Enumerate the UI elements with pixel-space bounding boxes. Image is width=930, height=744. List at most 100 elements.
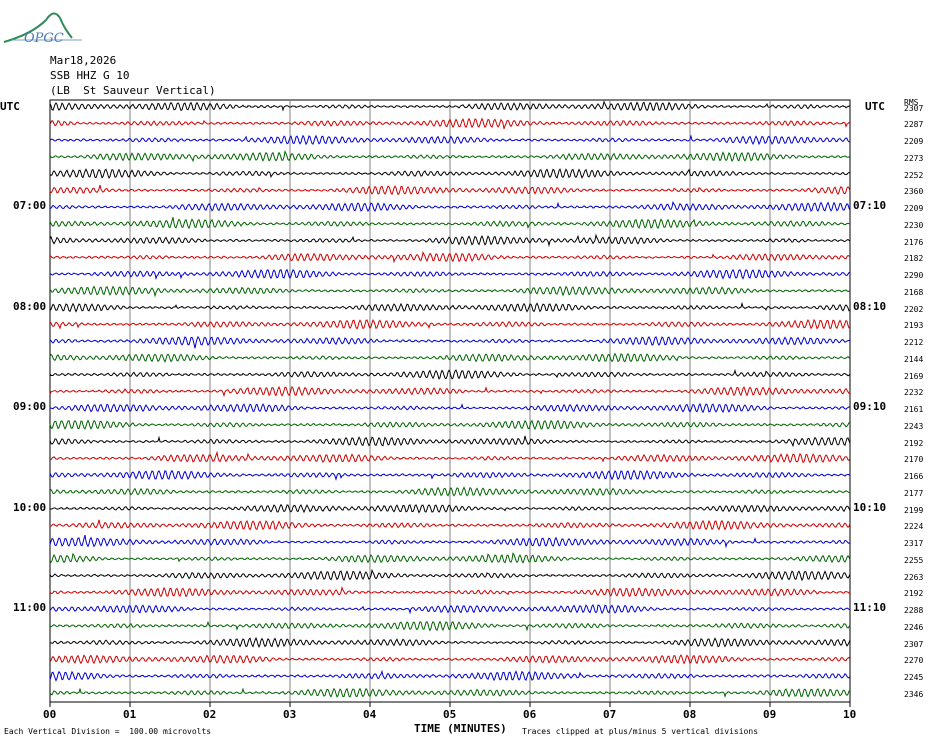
rms-value: 2317 <box>904 539 924 548</box>
seismic-trace <box>49 654 851 665</box>
hour-label-right: 11:10 <box>853 601 887 614</box>
rms-value: 2246 <box>904 622 924 632</box>
seismic-trace <box>49 604 851 615</box>
seismic-trace <box>49 385 851 398</box>
rms-value: 2176 <box>904 237 924 247</box>
seismic-trace <box>49 268 851 281</box>
footer-clip: Traces clipped at plus/minus 5 vertical … <box>522 727 759 736</box>
seismic-trace <box>49 184 851 196</box>
hour-label-right: 08:10 <box>853 299 887 313</box>
seismic-trace <box>49 568 851 582</box>
x-tick-label: 05 <box>443 708 457 721</box>
left-axis-label: UTC <box>0 100 20 113</box>
seismic-trace <box>49 402 851 414</box>
seismic-trace <box>49 200 851 213</box>
rms-value: 2307 <box>904 103 924 113</box>
rms-value: 2161 <box>904 405 924 414</box>
seismic-trace <box>49 285 851 298</box>
seismic-trace <box>49 318 851 330</box>
rms-value: 2273 <box>904 153 924 163</box>
x-tick-label: 07 <box>603 708 617 721</box>
x-tick-label: 08 <box>683 708 697 721</box>
seismic-trace <box>49 486 851 497</box>
header-station: SSB HHZ G 10 <box>50 69 130 82</box>
right-axis-label: UTC <box>865 100 885 113</box>
x-tick-label: 06 <box>523 708 537 721</box>
footer-scale: Each Vertical Division = 100.00 microvol… <box>4 727 212 736</box>
hour-label-left: 11:00 <box>13 601 47 614</box>
rms-value: 2144 <box>904 354 924 364</box>
seismic-trace <box>49 636 851 649</box>
seismic-trace <box>49 620 851 632</box>
rms-value: 2230 <box>904 220 924 230</box>
seismic-trace <box>49 335 851 349</box>
rms-value: 2224 <box>904 522 924 532</box>
rms-value: 2193 <box>904 321 924 331</box>
seismic-trace <box>49 519 851 531</box>
seismic-trace <box>49 534 851 549</box>
rms-value: 2202 <box>904 304 924 314</box>
seismic-trace <box>49 134 851 146</box>
rms-value: 2232 <box>904 388 924 398</box>
seismic-trace <box>49 168 851 179</box>
hour-label-left: 07:00 <box>13 199 47 212</box>
rms-value: 2192 <box>904 438 924 448</box>
rms-value: 2199 <box>904 505 924 515</box>
seismic-trace <box>49 450 851 464</box>
rms-header: RMS <box>904 98 919 107</box>
seismic-trace <box>49 251 851 264</box>
rms-value: 2177 <box>904 488 924 498</box>
seismic-trace <box>49 352 851 363</box>
rms-value: 2307 <box>904 639 924 649</box>
seismic-trace <box>49 233 851 248</box>
rms-value: 2182 <box>904 254 924 264</box>
x-tick-label: 01 <box>123 708 137 721</box>
rms-value: 2288 <box>904 606 924 615</box>
seismic-trace <box>49 117 851 130</box>
seismic-trace <box>49 552 851 564</box>
seismic-trace <box>49 368 851 380</box>
rms-value: 2168 <box>904 287 924 297</box>
hour-label-right: 07:10 <box>853 199 887 212</box>
seismic-trace <box>49 503 851 514</box>
rms-value: 2252 <box>904 170 924 180</box>
rms-value: 2290 <box>904 271 924 280</box>
rms-value: 2245 <box>904 673 924 682</box>
x-tick-label: 00 <box>43 708 57 721</box>
seismic-trace <box>49 217 851 230</box>
x-tick-label: 04 <box>363 708 377 721</box>
rms-value: 2255 <box>904 555 924 565</box>
hour-label-left: 10:00 <box>13 500 47 514</box>
seismic-trace <box>49 100 851 112</box>
seismic-trace <box>49 586 851 598</box>
rms-value: 2209 <box>904 204 924 213</box>
rms-value: 2263 <box>904 572 924 582</box>
rms-value: 2170 <box>904 455 924 465</box>
header-location: (LB St Sauveur Vertical) <box>50 84 216 97</box>
seismic-trace <box>49 469 851 482</box>
rms-value: 2287 <box>904 120 924 130</box>
seismic-trace <box>49 301 851 313</box>
rms-value: 2346 <box>904 689 924 699</box>
rms-value: 2209 <box>904 137 924 146</box>
rms-value: 2270 <box>904 656 924 666</box>
x-tick-label: 09 <box>763 708 777 721</box>
hour-label-right: 10:10 <box>853 500 887 514</box>
x-tick-label: 02 <box>203 708 217 721</box>
seismic-trace <box>49 419 851 431</box>
header-date: Mar18,2026 <box>50 54 117 67</box>
ofgc-logo-icon: OPGC <box>3 12 82 46</box>
x-tick-label: 10 <box>843 708 857 721</box>
seismic-trace <box>49 149 851 163</box>
logo-text: OPGC <box>24 31 64 46</box>
rms-value: 2169 <box>904 371 924 381</box>
rms-value: 2166 <box>904 472 924 481</box>
x-axis-label: TIME (MINUTES) <box>414 722 507 735</box>
hour-label-left: 09:00 <box>13 400 47 413</box>
x-tick-label: 03 <box>283 708 297 721</box>
seismic-trace <box>49 435 851 448</box>
hour-label-left: 08:00 <box>13 299 47 313</box>
hour-label-right: 09:10 <box>853 400 887 413</box>
rms-value: 2192 <box>904 589 924 599</box>
